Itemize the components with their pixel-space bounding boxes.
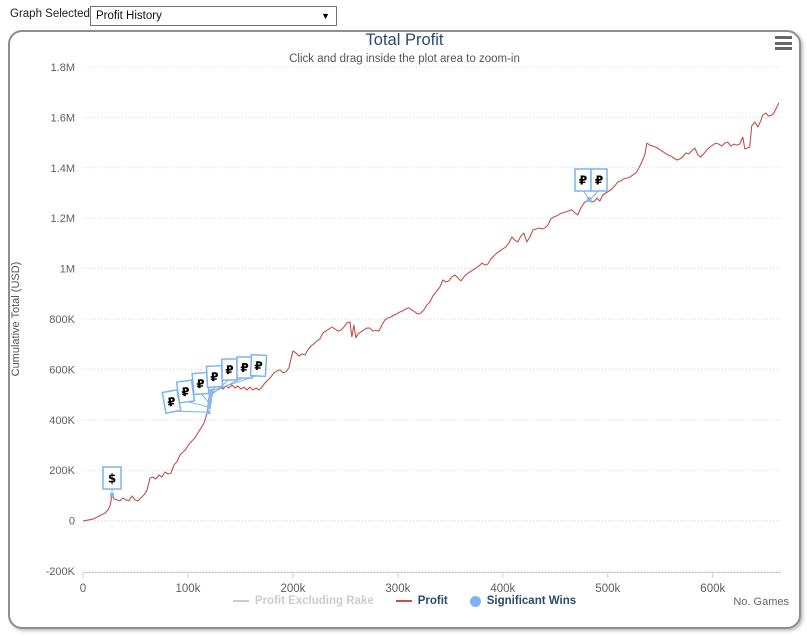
graph-selected-value: Profit History (96, 10, 162, 22)
significant-win-flag[interactable]: $ (102, 466, 122, 497)
chart-title: Total Profit (365, 31, 444, 49)
flag-symbol: ₽ (166, 394, 177, 409)
flag-symbol: ₽ (240, 361, 248, 375)
hamburger-icon[interactable] (775, 36, 792, 51)
flag-anchor-dot (109, 492, 114, 497)
legend-label: Significant Wins (486, 595, 577, 607)
significant-win-flag[interactable]: ₽ (208, 358, 238, 398)
flag-anchor-dot (209, 391, 214, 396)
flag-box (249, 353, 268, 378)
flag-box (590, 168, 608, 192)
flag-anchor-dot (206, 410, 211, 415)
flag-symbol: ₽ (180, 384, 190, 399)
flag-symbol: $ (108, 472, 116, 486)
legend-item-profit[interactable]: Profit (395, 595, 448, 607)
flag-symbol: ₽ (225, 363, 234, 377)
flag-symbol: ₽ (579, 174, 587, 188)
graph-selected-dropdown[interactable]: Profit History ▼ (90, 6, 337, 26)
profit-line[interactable] (82, 102, 780, 522)
chart-subtitle: Click and drag inside the plot area to z… (289, 53, 520, 65)
significant-win-flag[interactable]: ₽ (574, 168, 592, 202)
flag-symbol: ₽ (196, 377, 206, 392)
significant-win-flag[interactable]: ₽ (209, 353, 268, 393)
legend-label: Profit (417, 595, 448, 607)
graph-selected-label: Graph Selected: (10, 8, 94, 20)
flag-box (102, 466, 122, 490)
flag-anchor-dot (208, 393, 213, 398)
chevron-down-icon: ▼ (321, 11, 330, 21)
significant-win-flag[interactable]: ₽ (191, 371, 212, 406)
legend-item-profit-excluding-rake[interactable]: Profit Excluding Rake (232, 595, 374, 607)
legend-item-significant-wins[interactable]: Significant Wins (469, 595, 577, 607)
flag-anchor-dot (209, 388, 214, 393)
legend-label: Profit Excluding Rake (254, 595, 374, 607)
flag-pin (211, 374, 259, 392)
flag-pin (210, 378, 230, 397)
flag-symbol: ₽ (210, 370, 219, 384)
flag-anchor-dot (207, 401, 212, 406)
flag-anchor-dot (206, 405, 211, 410)
y-axis-title: Cumulative Total (USD) (10, 261, 22, 377)
toolbar: Graph Selected: Profit History ▼ (0, 0, 807, 30)
flag-symbol: ₽ (595, 174, 603, 188)
circle-symbol-icon (469, 595, 481, 607)
significant-win-flag[interactable]: ₽ (587, 168, 608, 203)
flag-anchor-dot (208, 397, 213, 402)
line-symbol-icon (395, 600, 412, 602)
significant-win-flag[interactable]: ₽ (161, 388, 211, 415)
x-axis-title: No. Games (733, 596, 789, 608)
flag-anchor-dot (587, 198, 592, 203)
line-symbol-icon (232, 600, 249, 602)
flag-symbol: ₽ (254, 359, 263, 373)
chart-container (8, 30, 801, 629)
legend: Profit Excluding Rake Profit Significant… (8, 595, 801, 607)
